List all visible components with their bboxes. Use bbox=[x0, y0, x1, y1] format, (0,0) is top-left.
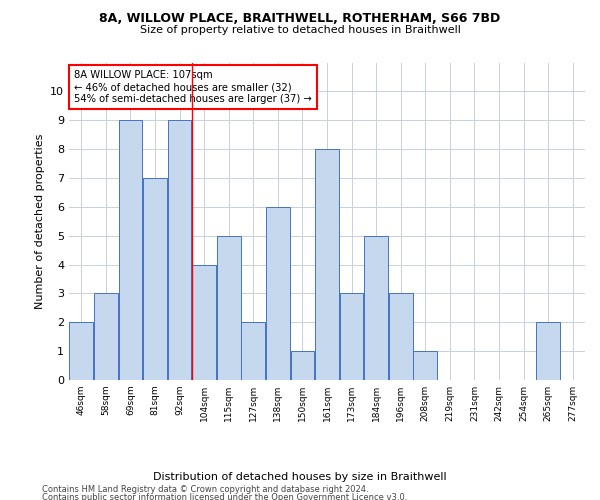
Text: Distribution of detached houses by size in Braithwell: Distribution of detached houses by size … bbox=[153, 472, 447, 482]
Bar bbox=[94, 294, 118, 380]
Bar bbox=[241, 322, 265, 380]
Text: Contains HM Land Registry data © Crown copyright and database right 2024.: Contains HM Land Registry data © Crown c… bbox=[42, 485, 368, 494]
Bar bbox=[266, 207, 290, 380]
Bar bbox=[192, 264, 216, 380]
Bar bbox=[143, 178, 167, 380]
Bar bbox=[389, 294, 413, 380]
Y-axis label: Number of detached properties: Number of detached properties bbox=[35, 134, 44, 309]
Bar bbox=[364, 236, 388, 380]
Text: Contains public sector information licensed under the Open Government Licence v3: Contains public sector information licen… bbox=[42, 492, 407, 500]
Bar bbox=[119, 120, 142, 380]
Bar bbox=[340, 294, 364, 380]
Text: 8A, WILLOW PLACE, BRAITHWELL, ROTHERHAM, S66 7BD: 8A, WILLOW PLACE, BRAITHWELL, ROTHERHAM,… bbox=[100, 12, 500, 26]
Text: 8A WILLOW PLACE: 107sqm
← 46% of detached houses are smaller (32)
54% of semi-de: 8A WILLOW PLACE: 107sqm ← 46% of detache… bbox=[74, 70, 312, 104]
Bar bbox=[217, 236, 241, 380]
Bar bbox=[413, 351, 437, 380]
Bar bbox=[167, 120, 191, 380]
Bar bbox=[315, 149, 339, 380]
Bar bbox=[290, 351, 314, 380]
Text: Size of property relative to detached houses in Braithwell: Size of property relative to detached ho… bbox=[140, 25, 460, 35]
Bar bbox=[536, 322, 560, 380]
Bar bbox=[70, 322, 93, 380]
